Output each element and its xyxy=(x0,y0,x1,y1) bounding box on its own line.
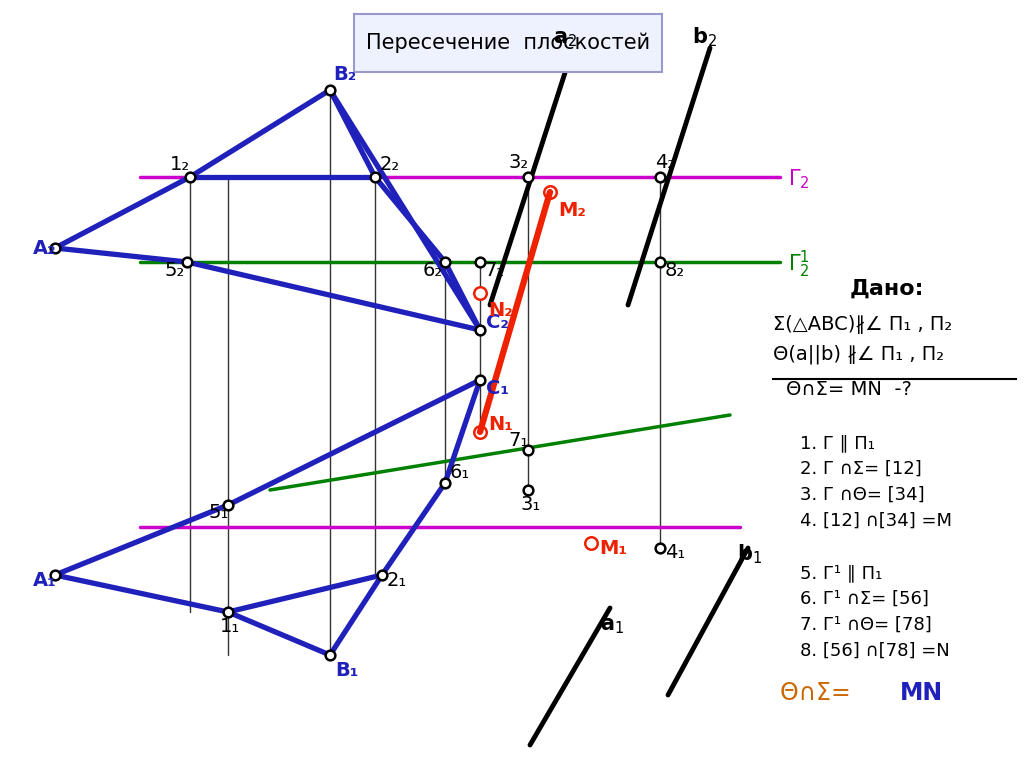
Text: B₂: B₂ xyxy=(333,65,356,84)
Text: M₁: M₁ xyxy=(599,538,627,558)
Text: 7₂: 7₂ xyxy=(484,261,504,279)
Text: MN: MN xyxy=(900,681,943,705)
Text: 8. [56] ∩[78] =N: 8. [56] ∩[78] =N xyxy=(800,642,949,660)
Text: 6₂: 6₂ xyxy=(423,261,443,279)
Text: A₂: A₂ xyxy=(33,239,56,258)
Text: Θ∩Σ=: Θ∩Σ= xyxy=(780,681,858,705)
Text: $\mathbf{b}_1$: $\mathbf{b}_1$ xyxy=(737,542,763,565)
Text: N₂: N₂ xyxy=(488,301,513,321)
Text: $\mathbf{b}_2$: $\mathbf{b}_2$ xyxy=(692,25,718,48)
Text: 5. Г¹ ∥ Π₁: 5. Г¹ ∥ Π₁ xyxy=(800,564,883,582)
FancyBboxPatch shape xyxy=(354,14,662,72)
Text: C₁: C₁ xyxy=(486,378,509,397)
Text: 1₁: 1₁ xyxy=(220,617,241,637)
Text: 2₂: 2₂ xyxy=(380,154,400,173)
Text: B₁: B₁ xyxy=(335,660,358,680)
Text: 1. Г ∥ Π₁: 1. Г ∥ Π₁ xyxy=(800,434,874,452)
Text: N₁: N₁ xyxy=(488,414,513,433)
Text: 4. [12] ∩[34] =M: 4. [12] ∩[34] =M xyxy=(800,512,952,530)
Text: 6. Г¹ ∩Σ= [56]: 6. Г¹ ∩Σ= [56] xyxy=(800,590,929,608)
Text: 7. Г¹ ∩Θ= [78]: 7. Г¹ ∩Θ= [78] xyxy=(800,616,932,634)
Text: Θ∩Σ= MN  -?: Θ∩Σ= MN -? xyxy=(786,380,912,399)
Text: Дано:: Дано: xyxy=(850,279,925,299)
Text: $\mathbf{a}_2$: $\mathbf{a}_2$ xyxy=(553,28,578,48)
Text: 3₁: 3₁ xyxy=(520,495,541,515)
Text: 7₁: 7₁ xyxy=(508,430,528,449)
Text: A₁: A₁ xyxy=(33,571,56,590)
Text: $\Gamma_2$: $\Gamma_2$ xyxy=(788,167,810,191)
Text: 2. Г ∩Σ= [12]: 2. Г ∩Σ= [12] xyxy=(800,460,922,478)
Text: 6₁: 6₁ xyxy=(450,463,470,482)
Text: $\mathbf{a}_1$: $\mathbf{a}_1$ xyxy=(600,616,624,636)
Text: 3. Г ∩Θ= [34]: 3. Г ∩Θ= [34] xyxy=(800,486,925,504)
Text: 3₂: 3₂ xyxy=(508,153,528,173)
Text: M₂: M₂ xyxy=(558,200,586,219)
Text: 4₂: 4₂ xyxy=(655,153,675,173)
Text: $\Gamma_2^1$: $\Gamma_2^1$ xyxy=(788,249,810,280)
Text: 4₁: 4₁ xyxy=(665,544,685,562)
Text: 2₁: 2₁ xyxy=(387,571,408,590)
Text: 8₂: 8₂ xyxy=(665,261,685,279)
Text: 5₂: 5₂ xyxy=(165,261,185,279)
Text: C₂: C₂ xyxy=(486,312,509,331)
Text: Пересечение  плоскостей: Пересечение плоскостей xyxy=(366,33,650,53)
Text: 5₁: 5₁ xyxy=(208,503,228,522)
Text: Σ(△ABC)∦∠ Π₁ , Π₂: Σ(△ABC)∦∠ Π₁ , Π₂ xyxy=(773,315,952,334)
Text: Θ(a||b) ∦∠ Π₁ , Π₂: Θ(a||b) ∦∠ Π₁ , Π₂ xyxy=(773,345,944,364)
Text: 1₂: 1₂ xyxy=(170,154,190,173)
